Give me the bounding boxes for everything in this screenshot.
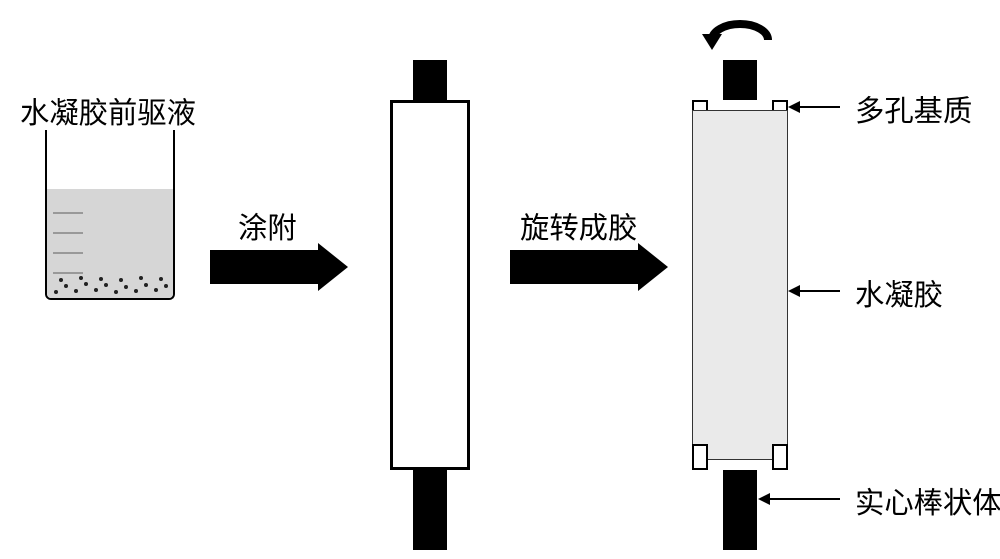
beaker-sediment <box>49 274 171 296</box>
beaker <box>45 130 175 300</box>
beaker-graduation <box>53 212 83 214</box>
arrow-1-label: 涂附 <box>238 205 297 247</box>
beaker-graduation <box>53 232 83 234</box>
rod1-top-cap <box>413 60 447 100</box>
beaker-spout <box>161 130 175 140</box>
substrate-tab-bottom-right <box>772 444 788 470</box>
pointer-rod <box>770 498 840 500</box>
rod1-body <box>390 100 470 470</box>
beaker-liquid <box>47 189 173 298</box>
arrow-2-label: 旋转成胶 <box>520 205 637 247</box>
beaker-label: 水凝胶前驱液 <box>20 90 196 132</box>
rod1-bottom-cap <box>413 470 447 550</box>
substrate-tab-bottom-left <box>692 444 708 470</box>
beaker-graduation <box>53 252 83 254</box>
rod2-bottom-cap <box>723 470 757 550</box>
diagram-canvas: 水凝胶前驱液 <box>0 0 1000 559</box>
label-substrate: 多孔基质 <box>855 88 972 130</box>
rotation-arrow <box>700 10 780 65</box>
label-rod: 实心棒状体 <box>855 480 1000 522</box>
arrow-step-1 <box>210 250 320 284</box>
label-hydrogel: 水凝胶 <box>855 272 943 314</box>
rod2-body-hydrogel <box>692 110 788 460</box>
rod2-top-cap <box>723 60 757 100</box>
pointer-substrate <box>800 106 840 108</box>
pointer-hydrogel <box>800 290 840 292</box>
arrow-step-2 <box>510 250 640 284</box>
